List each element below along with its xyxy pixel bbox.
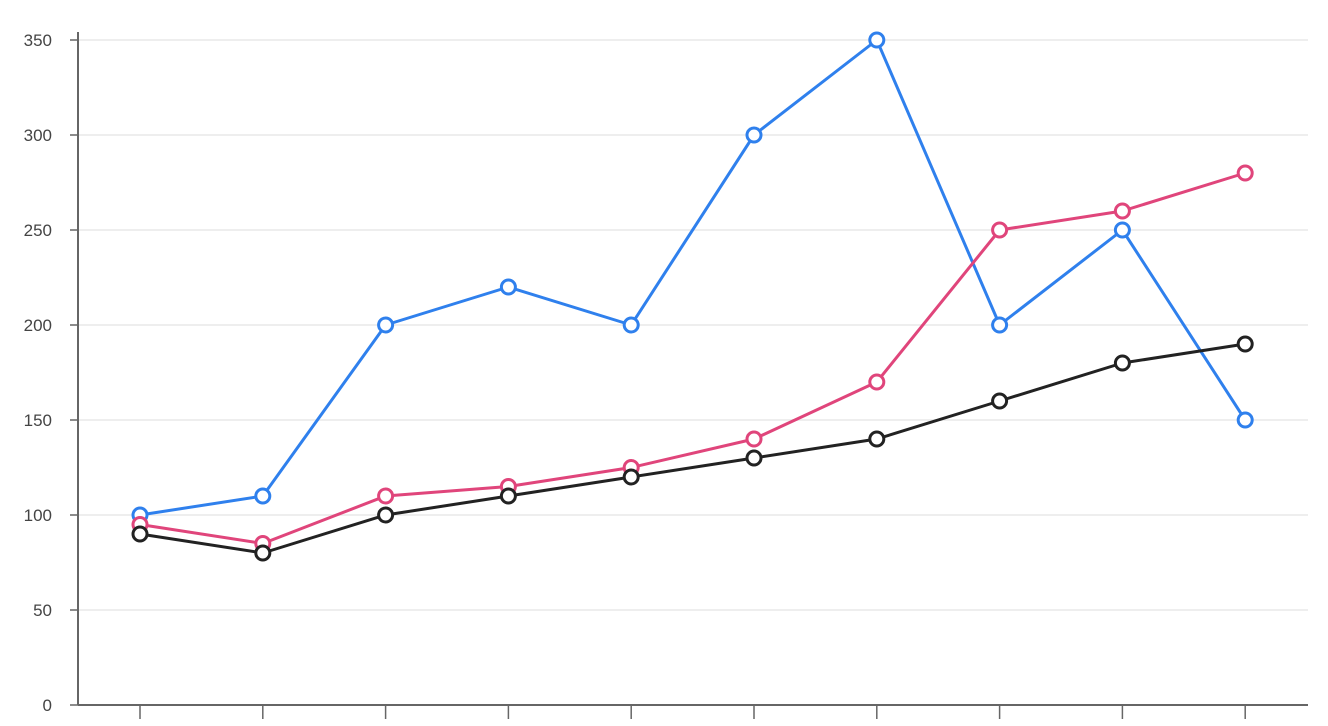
data-point-s3-8: [991, 392, 1009, 410]
data-point-s2-10: [1236, 164, 1254, 182]
series-line-3: [138, 342, 1247, 555]
data-point-s1-7: [868, 31, 886, 49]
y-tick-label-300: 300: [24, 126, 52, 145]
series-line-1: [138, 38, 1247, 517]
data-point-s3-1: [131, 525, 149, 543]
y-tick-label-100: 100: [24, 506, 52, 525]
data-point-s1-3: [377, 316, 395, 334]
y-tick-label-50: 50: [33, 601, 52, 620]
data-point-s2-6: [745, 430, 763, 448]
data-point-s2-9: [1113, 202, 1131, 220]
data-point-s1-6: [745, 126, 763, 144]
data-point-s1-2: [254, 487, 272, 505]
y-tick-label-250: 250: [24, 221, 52, 240]
data-point-s3-4: [499, 487, 517, 505]
data-point-s3-7: [868, 430, 886, 448]
data-point-s3-9: [1113, 354, 1131, 372]
data-point-s2-3: [377, 487, 395, 505]
series-line-2: [138, 171, 1247, 545]
tick-labels: 0 50 100 150 200 250 300 350: [24, 31, 52, 715]
data-point-s3-10: [1236, 335, 1254, 353]
data-point-s2-7: [868, 373, 886, 391]
data-point-s1-8: [991, 316, 1009, 334]
axes: [70, 32, 1308, 719]
data-point-s2-8: [991, 221, 1009, 239]
data-point-s1-10: [1236, 411, 1254, 429]
y-tick-label-150: 150: [24, 411, 52, 430]
grid-lines: [78, 39, 1308, 611]
data-point-s3-6: [745, 449, 763, 467]
y-tick-label-350: 350: [24, 31, 52, 50]
data-point-s1-4: [499, 278, 517, 296]
data-point-s3-5: [622, 468, 640, 486]
data-point-s3-3: [377, 506, 395, 524]
data-point-s1-9: [1113, 221, 1131, 239]
y-tick-label-0: 0: [43, 696, 52, 715]
data-point-s1-5: [622, 316, 640, 334]
data-point-s3-2: [254, 544, 272, 562]
data-points: [131, 31, 1254, 562]
series-lines: [138, 38, 1247, 555]
y-tick-label-200: 200: [24, 316, 52, 335]
